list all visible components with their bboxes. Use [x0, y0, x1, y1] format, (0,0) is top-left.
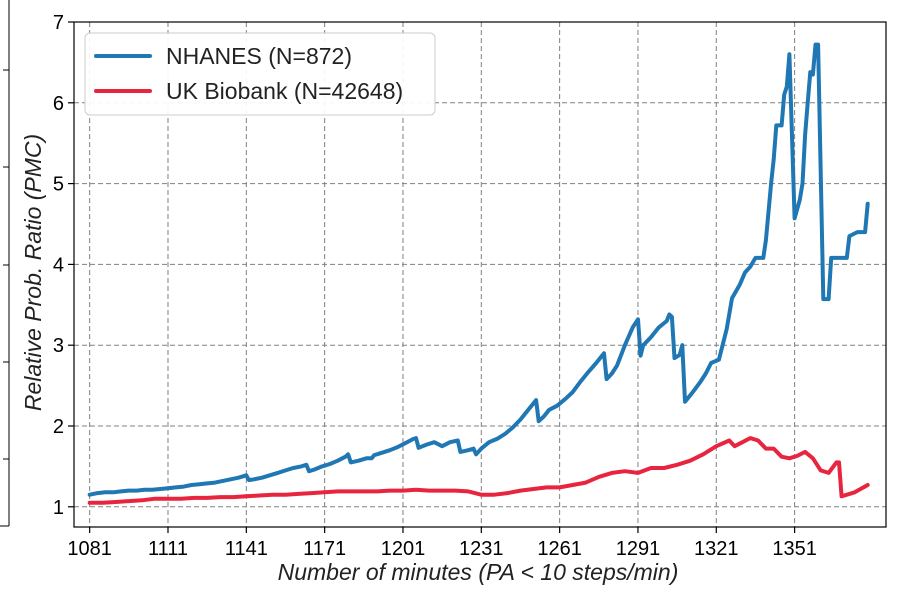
- legend-label: UK Biobank (N=42648): [166, 78, 403, 104]
- x-tick-label: 1111: [148, 538, 188, 560]
- legend-label: NHANES (N=872): [166, 43, 352, 69]
- y-tick-label: 4: [53, 254, 64, 276]
- x-axis-label: Number of minutes (PA < 10 steps/min): [278, 559, 679, 585]
- x-tick-label: 1231: [459, 538, 504, 560]
- y-tick-label: 1: [53, 497, 64, 519]
- y-tick-label: 6: [53, 93, 64, 115]
- x-tick-label: 1201: [381, 538, 426, 560]
- series-layer: [87, 42, 870, 505]
- y-axis-label: Relative Prob. Ratio (PMC): [20, 134, 46, 411]
- legend: NHANES (N=872) UK Biobank (N=42648): [84, 32, 436, 116]
- x-tick-label: 1291: [616, 538, 661, 560]
- x-tick-label: 1351: [772, 538, 817, 560]
- x-tick-label: 1261: [537, 538, 582, 560]
- x-tick-label: 1081: [67, 538, 112, 560]
- y-tick-label: 2: [53, 416, 64, 438]
- y-tick-label: 3: [53, 335, 64, 357]
- legend-box: [84, 32, 436, 116]
- y-tick-label: 7: [53, 12, 64, 34]
- plot-frame: [73, 21, 887, 528]
- x-tick-label: 1171: [303, 538, 346, 560]
- x-tick-label: 1141: [225, 538, 268, 560]
- series-line-nhanes: [87, 42, 870, 497]
- axes: 1081 1111 1141 1171 1201 1231 1261 1291 1321 1351…: [20, 12, 887, 585]
- x-tick-label: 1321: [694, 538, 739, 560]
- y-tick-label: 5: [53, 174, 64, 196]
- left-edge-artifact: [0, 0, 10, 527]
- series-line-uk-biobank: [87, 436, 870, 505]
